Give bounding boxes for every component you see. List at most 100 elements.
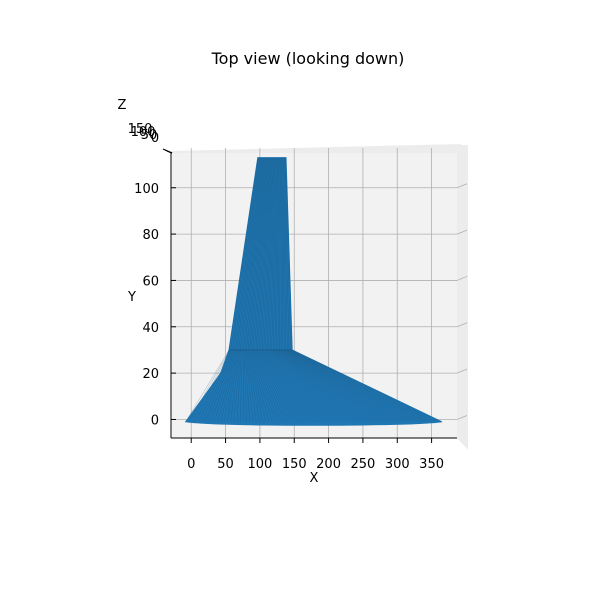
mesh-line xyxy=(252,157,269,350)
y-tick-label: 80 xyxy=(142,228,159,243)
mesh-line xyxy=(257,349,302,422)
mesh-line xyxy=(228,157,259,350)
mesh-line xyxy=(254,349,289,422)
mesh-line xyxy=(271,349,359,422)
y-tick-label: 60 xyxy=(142,274,159,289)
mesh-line xyxy=(284,157,290,350)
mesh-line xyxy=(276,157,280,350)
mesh-line xyxy=(279,349,391,422)
mesh-line xyxy=(250,349,276,422)
mesh-line xyxy=(247,157,267,350)
mesh-line xyxy=(262,349,321,422)
mesh-line xyxy=(247,349,263,422)
mesh-line xyxy=(201,349,234,422)
mesh-line xyxy=(279,157,281,350)
x-tick-label: 100 xyxy=(247,457,272,472)
mesh-line xyxy=(263,349,327,422)
mesh-line xyxy=(256,349,298,422)
mesh-line xyxy=(198,349,233,422)
x-tick-label: 200 xyxy=(316,457,341,472)
y-axis-ticks: 0 20 40 60 80 100 xyxy=(134,182,176,428)
mesh-line xyxy=(238,157,263,350)
mesh-line xyxy=(185,349,230,422)
mesh-line xyxy=(204,349,234,422)
y-axis-label: Y xyxy=(127,290,136,305)
y-tick-label: 20 xyxy=(142,367,159,382)
mesh-line xyxy=(268,157,276,350)
mesh-line xyxy=(286,349,420,422)
mesh-line xyxy=(244,157,266,350)
mesh-line xyxy=(277,157,280,350)
mesh-line xyxy=(254,157,270,350)
mesh-line xyxy=(239,349,243,422)
mesh-line xyxy=(280,349,394,422)
surface-plot xyxy=(184,157,443,426)
mesh-line xyxy=(259,349,311,422)
x-tick-label: 250 xyxy=(351,457,376,472)
mesh-line xyxy=(281,349,401,422)
mesh-line xyxy=(260,349,314,422)
mesh-line xyxy=(248,349,266,422)
mesh-line xyxy=(291,349,439,422)
mesh-line xyxy=(243,157,265,350)
mesh-line xyxy=(246,349,260,422)
z-tick-label: 0 xyxy=(151,131,159,146)
mesh-line xyxy=(195,349,232,422)
mesh-line xyxy=(274,157,279,350)
right-pane-tick xyxy=(456,322,468,328)
mesh-line xyxy=(227,349,240,422)
x-axis-label: X xyxy=(310,471,319,486)
mesh-line xyxy=(288,349,426,422)
mesh-line xyxy=(273,349,369,422)
mesh-line xyxy=(255,349,295,422)
z-tick-label: 50 xyxy=(141,128,158,143)
mesh-line xyxy=(278,349,388,422)
mesh-line xyxy=(264,349,330,422)
mesh-line xyxy=(253,349,286,422)
mesh-line xyxy=(265,349,334,422)
mesh-line xyxy=(251,349,279,422)
mesh-line xyxy=(268,349,346,422)
mesh-line xyxy=(230,349,241,422)
right-pane-tick xyxy=(456,229,468,235)
x-tick-label: 350 xyxy=(419,457,444,472)
mesh-line xyxy=(281,157,283,350)
z-axis-label: Z xyxy=(118,98,127,113)
mesh-line xyxy=(285,349,417,422)
mesh-line xyxy=(273,349,366,422)
mesh-line xyxy=(282,157,285,350)
mesh-line xyxy=(269,349,350,422)
x-tick-label: 150 xyxy=(282,457,307,472)
mesh-line xyxy=(289,349,433,422)
pane-right-edge xyxy=(457,145,468,450)
mesh-line xyxy=(254,349,292,422)
mesh-line xyxy=(239,157,263,350)
mesh-line xyxy=(276,349,378,422)
mesh-line xyxy=(283,157,288,350)
y-tick-label: 40 xyxy=(142,321,159,336)
mesh-line xyxy=(252,349,282,422)
mesh-line xyxy=(285,157,293,350)
mesh-line xyxy=(249,349,270,422)
pane-top-edge xyxy=(171,144,461,155)
mesh-line xyxy=(244,349,250,422)
mesh-line xyxy=(236,157,262,350)
mesh-line xyxy=(250,349,273,422)
mesh-line xyxy=(235,157,261,350)
mesh-line xyxy=(245,349,254,422)
mesh-line xyxy=(267,349,343,422)
x-axis-ticks: 0 50 100 150 200 250 300 350 xyxy=(187,438,444,472)
y-tick-label: 100 xyxy=(134,182,159,197)
mesh-line xyxy=(211,349,236,422)
mesh-line xyxy=(290,349,436,422)
z-tick-label: 150 xyxy=(128,122,153,137)
surface-mesh xyxy=(185,157,442,422)
mesh-line xyxy=(275,349,375,422)
mesh-line xyxy=(274,349,372,422)
x-tick-label: 300 xyxy=(385,457,410,472)
mesh-line xyxy=(269,157,277,350)
mesh-line xyxy=(255,157,271,350)
right-pane-tick xyxy=(456,415,468,420)
